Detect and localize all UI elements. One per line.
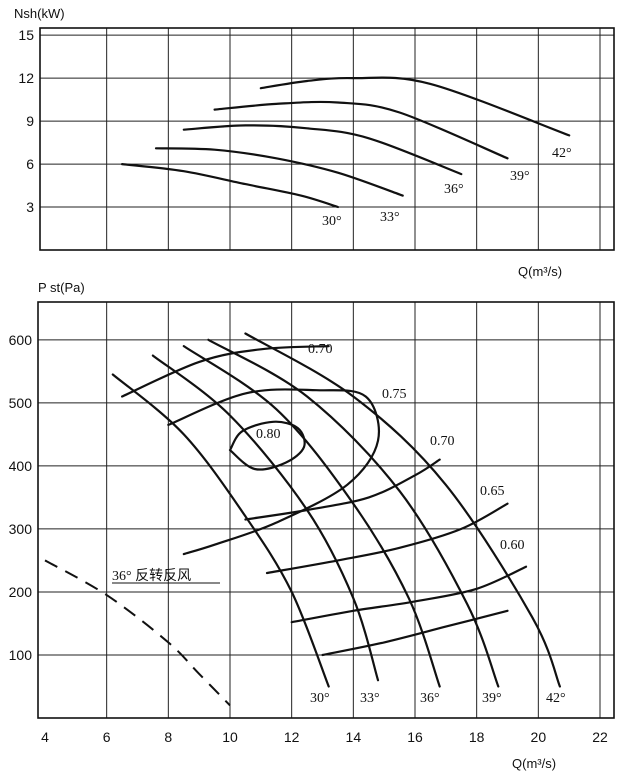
power-label-36: 36° (444, 182, 464, 197)
efficiency-label-075: 0.75 (382, 387, 407, 402)
y-tick-label: 500 (9, 395, 33, 411)
pressure-chart-grid (38, 302, 614, 718)
curve-075-series (167, 388, 380, 556)
curve-30-series (111, 373, 330, 688)
y-tick-label: 300 (9, 521, 33, 537)
curve-36-series (182, 124, 463, 176)
pressure-x-axis-label: Q(m³/s) (512, 756, 556, 771)
x-tick-label: 6 (103, 729, 111, 745)
pressure-label-39: 39° (482, 691, 502, 706)
y-tick-label: 6 (26, 156, 34, 172)
efficiency-label-065: 0.65 (480, 484, 505, 499)
pressure-axis-ticks: 100 200 300 400 500 600 4 6 8 10 12 14 16 18 20 22 (9, 332, 608, 745)
efficiency-label-060: 0.60 (500, 538, 525, 553)
pressure-label-42: 42° (546, 691, 566, 706)
x-tick-label: 10 (222, 729, 238, 745)
efficiency-label-080: 0.80 (256, 427, 281, 442)
power-label-42: 42° (552, 146, 572, 161)
x-tick-label: 18 (469, 729, 485, 745)
y-tick-label: 100 (9, 647, 33, 663)
x-tick-label: 22 (592, 729, 608, 745)
y-tick-label: 9 (26, 113, 34, 129)
curve-33-series (154, 147, 404, 197)
power-chart-frame (39, 27, 615, 251)
y-tick-label: 400 (9, 458, 33, 474)
curve-42-series (259, 76, 571, 137)
efficiency-label-070-mid: 0.70 (430, 434, 455, 449)
reverse-flow-label: 36° 反转反风 (112, 568, 191, 584)
pressure-label-30: 30° (310, 691, 330, 706)
curve-33-series (151, 354, 380, 682)
x-tick-label: 20 (531, 729, 547, 745)
pressure-y-axis-label: P st(Pa) (38, 280, 85, 295)
curve-39-series (207, 338, 500, 688)
curve-060base-series (321, 609, 509, 657)
x-tick-label: 14 (346, 729, 362, 745)
curve-060-series (290, 565, 528, 624)
pressure-label-33: 33° (360, 691, 380, 706)
y-tick-label: 3 (26, 199, 34, 215)
pressure-label-36: 36° (420, 691, 440, 706)
pressure-curves (44, 332, 561, 707)
curve-070-series (121, 345, 330, 398)
power-label-39: 39° (510, 169, 530, 184)
x-tick-label: 4 (41, 729, 49, 745)
power-label-33: 33° (380, 210, 400, 225)
curve-070-series (244, 458, 441, 521)
curve-065-series (265, 502, 509, 575)
power-x-axis-label: Q(m³/s) (518, 264, 562, 279)
curve-36-series (182, 345, 441, 688)
curve-39-series (213, 100, 509, 160)
x-tick-label: 8 (164, 729, 172, 745)
power-curves (121, 76, 571, 209)
pressure-chart-frame (37, 301, 615, 719)
x-tick-label: 16 (407, 729, 423, 745)
curve-30-series (121, 163, 339, 209)
power-y-ticks: 3 6 9 12 15 (18, 27, 34, 215)
curve-080-series (228, 420, 306, 471)
reverse-flow-curve (44, 559, 231, 707)
y-tick-label: 200 (9, 584, 33, 600)
efficiency-label-070-top: 0.70 (308, 342, 333, 357)
y-tick-label: 15 (18, 27, 34, 43)
y-tick-label: 12 (18, 70, 34, 86)
power-y-axis-label: Nsh(kW) (14, 6, 65, 21)
power-label-30: 30° (322, 214, 342, 229)
curve-42-series (244, 332, 561, 688)
x-tick-label: 12 (284, 729, 300, 745)
y-tick-label: 600 (9, 332, 33, 348)
